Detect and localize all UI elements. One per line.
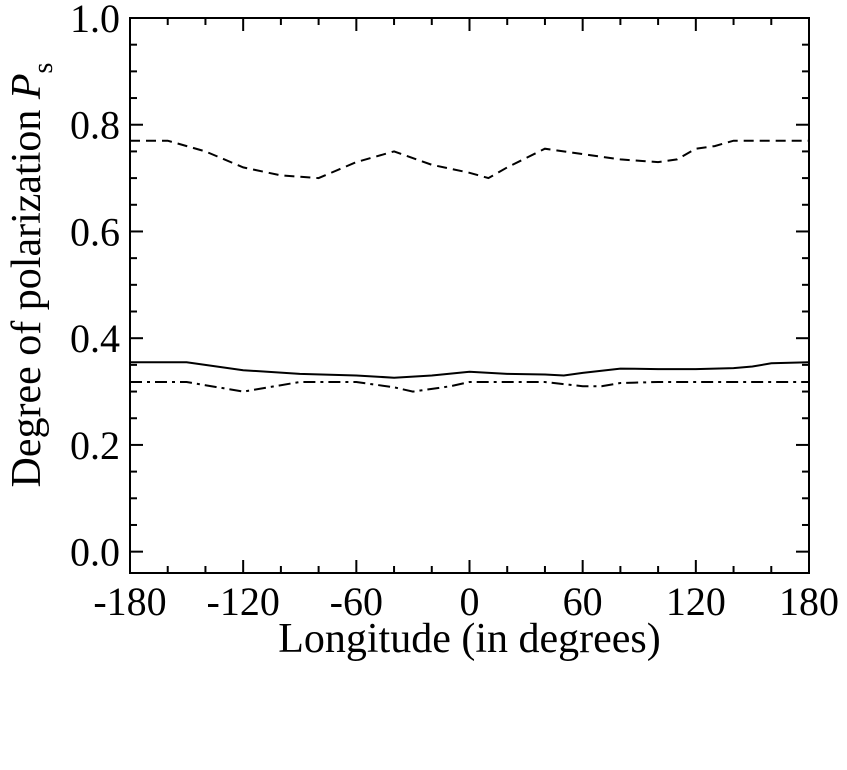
series-line-dashdot xyxy=(130,381,809,393)
y-tick-label: 1.0 xyxy=(70,0,120,41)
y-tick-labels: 0.0 0.2 0.4 0.6 0.8 1.0 xyxy=(70,0,120,575)
x-tick-label: 120 xyxy=(666,579,726,624)
y-tick-label: 0.6 xyxy=(70,209,120,254)
x-tick-label: -60 xyxy=(330,579,383,624)
x-tick-labels: -180 -120 -60 0 60 120 180 xyxy=(93,579,839,624)
axis-ticks xyxy=(129,17,810,573)
x-axis-title: Longitude (in degrees) xyxy=(278,616,661,662)
y-tick-label: 0.4 xyxy=(70,316,120,361)
x-tick-label: -180 xyxy=(93,579,166,624)
series-line-dashed xyxy=(130,139,809,180)
y-axis-title-symbol: P xyxy=(4,73,50,100)
series-layer xyxy=(130,139,810,393)
y-tick-label: 0.8 xyxy=(70,103,120,148)
x-tick-label: 180 xyxy=(779,579,839,624)
x-tick-label: 60 xyxy=(563,579,603,624)
y-tick-label: 0.2 xyxy=(70,423,120,468)
series-line-solid xyxy=(130,361,810,379)
y-axis-title: Degree of polarization Ps xyxy=(4,63,59,488)
x-tick-label: -120 xyxy=(207,579,280,624)
x-tick-label: 0 xyxy=(460,579,480,624)
y-axis-title-text: Degree of polarization xyxy=(4,99,50,487)
plot-frame xyxy=(129,17,810,574)
y-axis-title-subscript: s xyxy=(28,63,59,74)
y-tick-label: 0.0 xyxy=(70,530,120,575)
